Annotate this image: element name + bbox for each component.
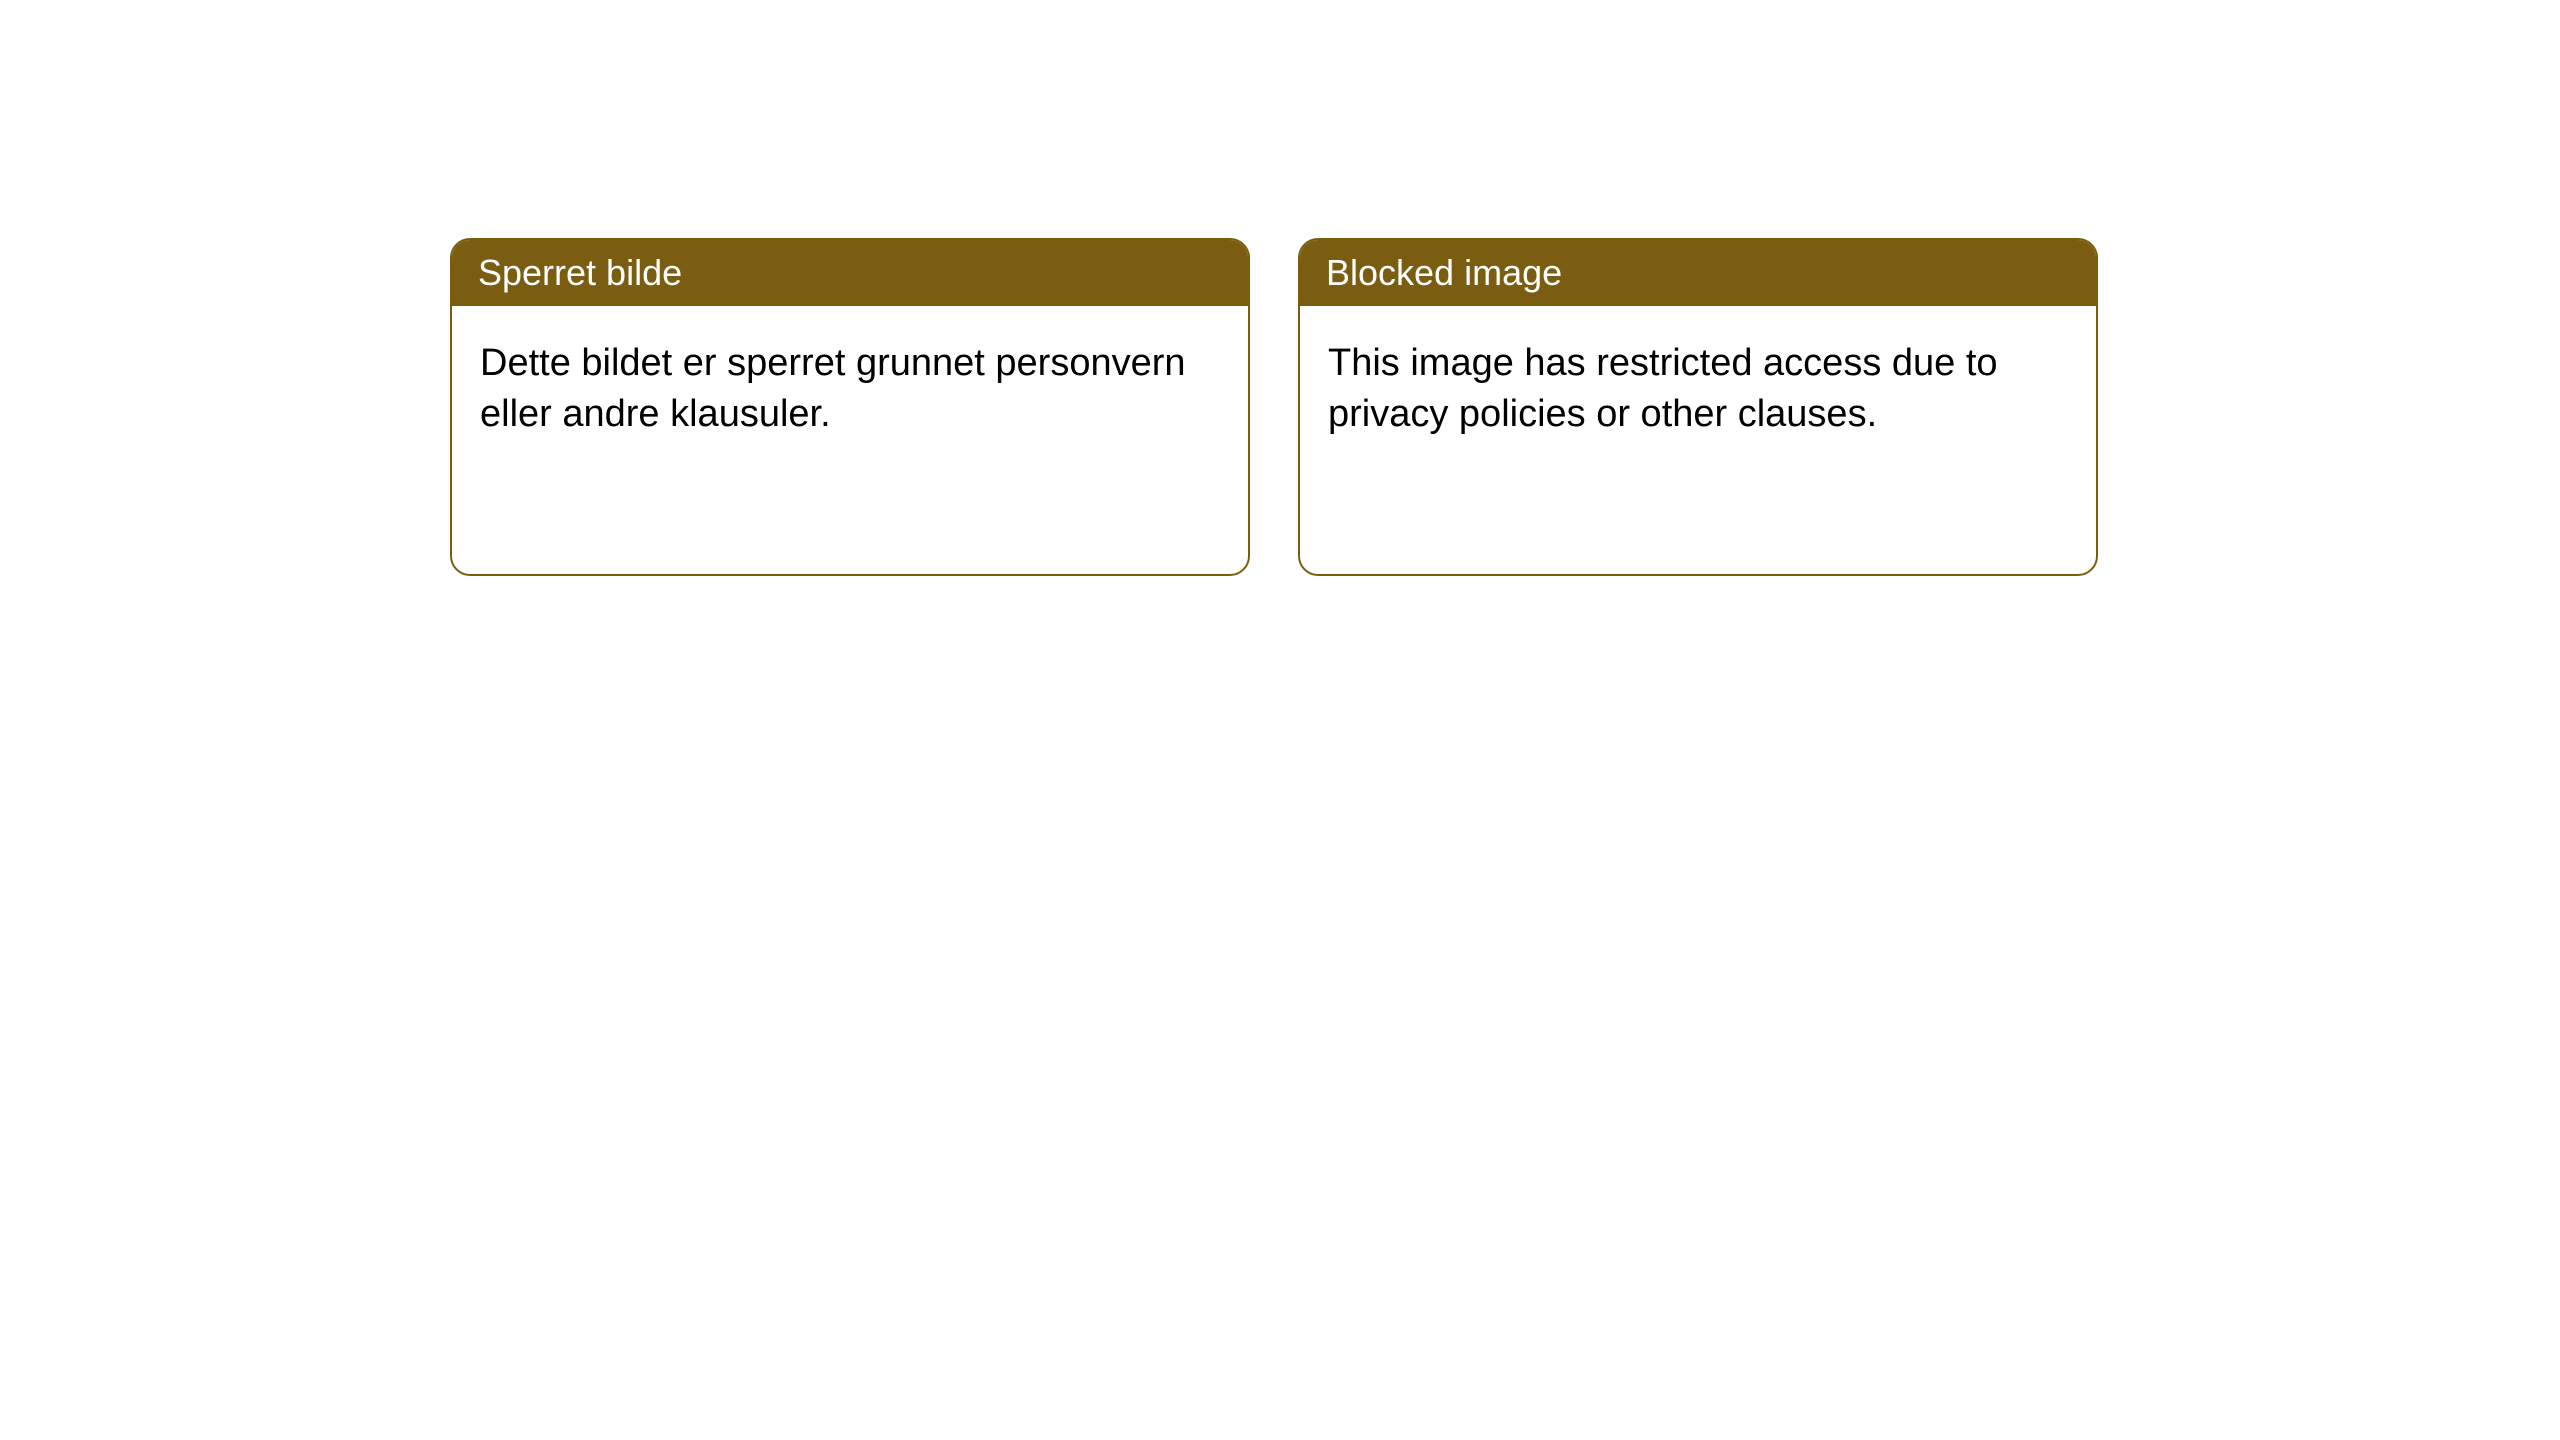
notice-title: Blocked image bbox=[1326, 252, 1562, 293]
notice-card-english: Blocked image This image has restricted … bbox=[1298, 238, 2098, 576]
notice-header: Blocked image bbox=[1300, 240, 2096, 306]
notice-body: Dette bildet er sperret grunnet personve… bbox=[452, 306, 1248, 574]
notice-body-text: Dette bildet er sperret grunnet personve… bbox=[480, 342, 1186, 435]
notice-title: Sperret bilde bbox=[478, 252, 682, 293]
notice-card-norwegian: Sperret bilde Dette bildet er sperret gr… bbox=[450, 238, 1250, 576]
notice-header: Sperret bilde bbox=[452, 240, 1248, 306]
notice-body-text: This image has restricted access due to … bbox=[1328, 342, 1998, 435]
notice-container: Sperret bilde Dette bildet er sperret gr… bbox=[0, 0, 2560, 576]
notice-body: This image has restricted access due to … bbox=[1300, 306, 2096, 574]
